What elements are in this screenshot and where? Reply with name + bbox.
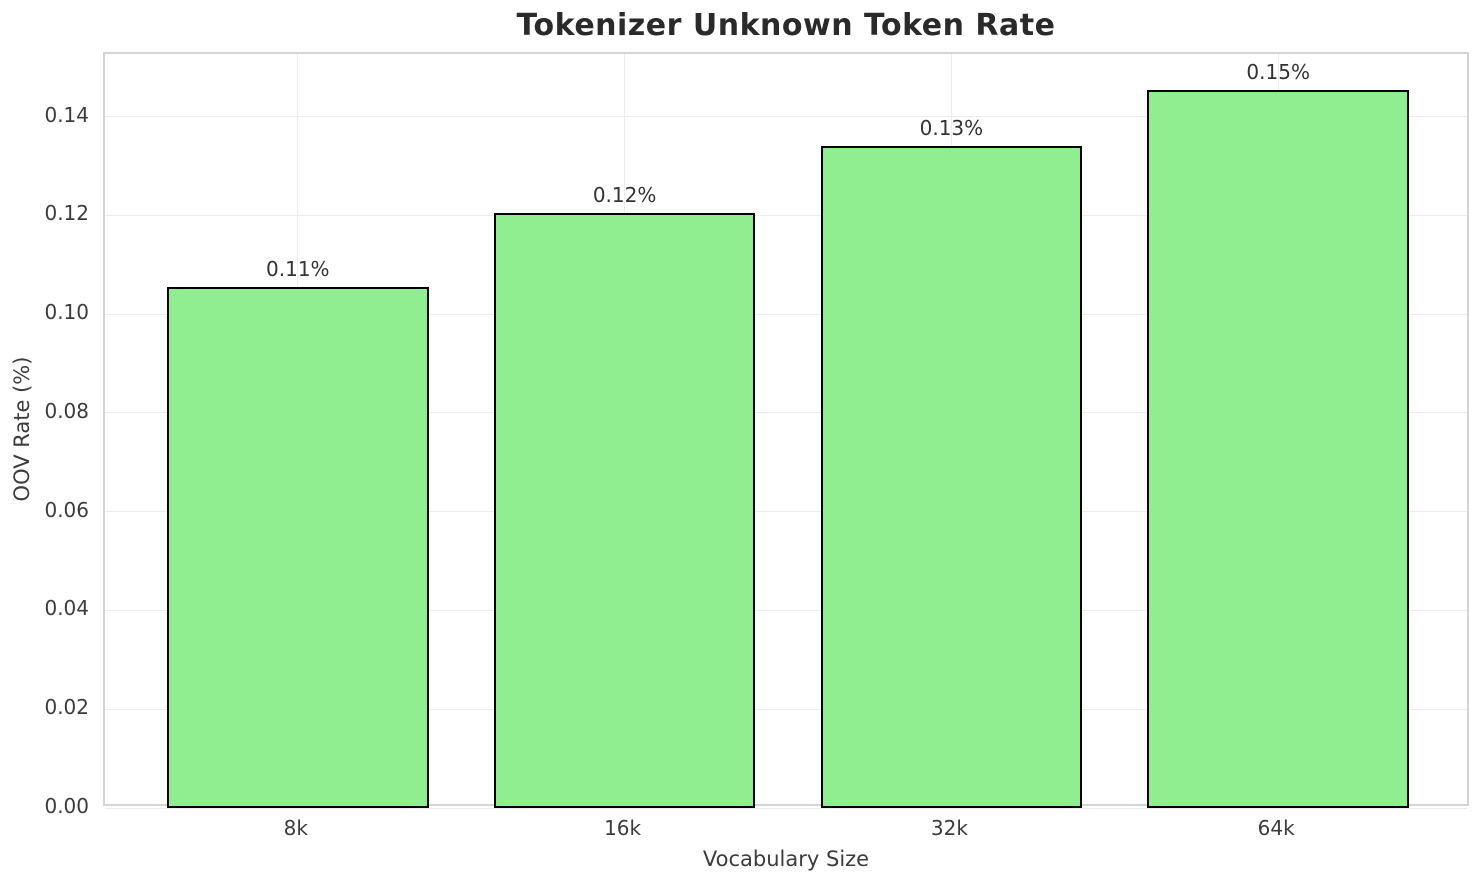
y-gridline-0.10: [105, 313, 1467, 315]
x-tick-label-32k: 32k: [930, 816, 968, 840]
bar-value-label-8k: 0.11%: [266, 257, 330, 282]
bar-8k: [167, 287, 429, 808]
y-gridline-0.04: [105, 609, 1467, 611]
bar-64k: [1147, 89, 1409, 808]
y-axis-label: OOV Rate (%): [10, 356, 34, 502]
y-tick-label-0.12: 0.12: [44, 201, 89, 226]
y-tick-label-0.10: 0.10: [44, 300, 89, 325]
x-tick-label-8k: 8k: [283, 816, 308, 840]
y-gridline-0.12: [105, 214, 1467, 216]
y-gridline-0.14: [105, 116, 1467, 118]
y-gridline-0.02: [105, 708, 1467, 710]
y-gridline-0.00: [105, 807, 1467, 809]
x-axis-label: Vocabulary Size: [702, 847, 870, 871]
bar-value-label-16k: 0.12%: [592, 182, 657, 207]
chart-title: Tokenizer Unknown Token Rate: [516, 8, 1056, 43]
bar-16k: [493, 212, 756, 808]
y-tick-label-0.08: 0.08: [44, 398, 89, 423]
y-gridline-0.06: [105, 511, 1467, 513]
plot-area: 0.11% 0.12% 0.13% 0.15%: [103, 52, 1469, 809]
bar-32k: [820, 146, 1083, 808]
y-tick-label-0.14: 0.14: [44, 102, 89, 127]
x-tick-label-16k: 16k: [604, 816, 642, 840]
bar-value-label-64k: 0.15%: [1246, 59, 1310, 84]
bar-value-label-32k: 0.13%: [919, 116, 984, 141]
y-tick-label-0.06: 0.06: [44, 497, 89, 522]
y-gridline-0.08: [105, 412, 1467, 414]
y-tick-label-0.02: 0.02: [44, 695, 89, 720]
x-tick-label-64k: 64k: [1257, 816, 1295, 840]
y-tick-label-0.04: 0.04: [44, 596, 89, 621]
y-tick-label-0.00: 0.00: [44, 794, 89, 818]
